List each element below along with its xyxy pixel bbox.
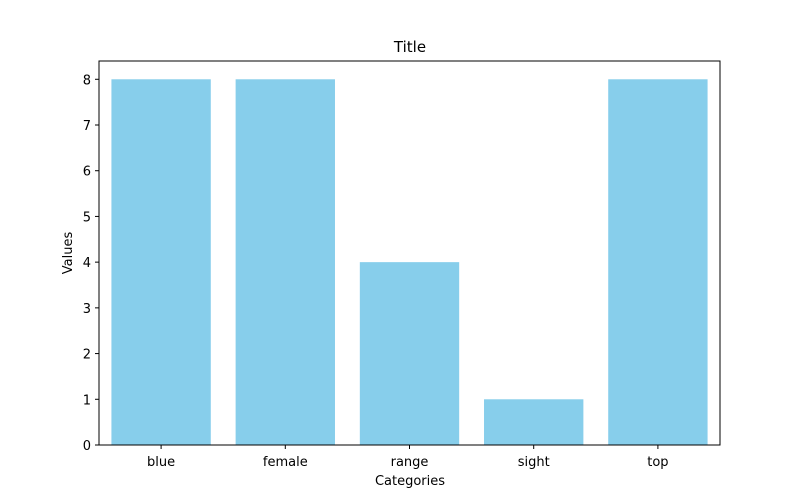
chart-title: Title: [393, 38, 426, 56]
y-axis-label: Values: [61, 232, 76, 275]
bar-blue: [111, 79, 211, 446]
x-tick-label: blue: [147, 455, 175, 470]
y-tick-label: 2: [83, 348, 91, 363]
y-tick-label: 1: [83, 393, 91, 408]
x-axis-label: Categories: [375, 474, 445, 489]
x-tick-label: sight: [518, 455, 550, 470]
bar-top: [608, 79, 708, 446]
y-tick-label: 0: [83, 439, 91, 454]
x-axis-ticks: blue female range sight top: [147, 445, 669, 470]
x-tick-label: female: [263, 455, 308, 470]
plot-frame: [98, 60, 721, 446]
y-axis-ticks: 0 1 2 3 4 5 6 7 8: [83, 73, 99, 454]
bar-sight: [484, 399, 584, 445]
bar-female: [235, 79, 335, 446]
x-tick-label: top: [647, 455, 668, 470]
y-tick-label: 7: [83, 119, 91, 134]
x-tick-label: range: [391, 455, 429, 470]
bars-layer: [111, 79, 708, 446]
y-tick-label: 8: [83, 73, 91, 88]
y-tick-label: 6: [83, 165, 91, 180]
y-tick-label: 5: [83, 210, 91, 225]
y-tick-label: 4: [83, 256, 91, 271]
y-tick-label: 3: [83, 302, 91, 317]
bar-range: [359, 262, 460, 445]
